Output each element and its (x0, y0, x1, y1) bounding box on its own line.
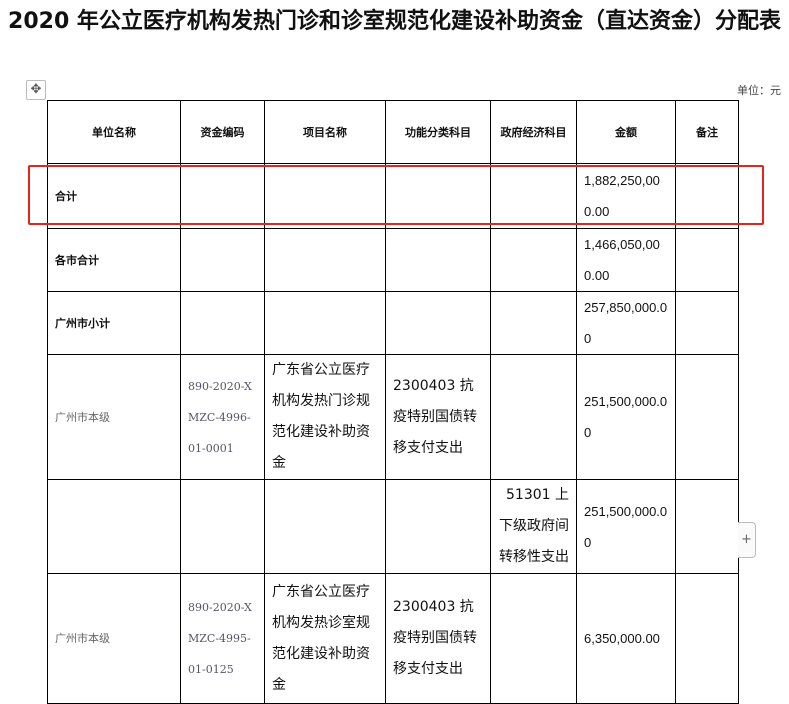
cell-project (264, 291, 386, 355)
cell-amount: 1,466,050,000.00 (576, 228, 676, 292)
table-row: 各市合计 1,466,050,000.00 (47, 228, 739, 292)
cell-econ (490, 163, 577, 229)
cell-amount: 6,350,000.00 (576, 573, 676, 704)
cell-amount: 251,500,000.00 (576, 354, 676, 480)
cell-econ (490, 228, 577, 292)
add-column-plus-icon[interactable]: + (738, 522, 756, 558)
cell-code: 890-2020-XMZC-4996-01-0001 (180, 354, 265, 480)
cell-econ (490, 291, 577, 355)
cell-unit: 广州市本级 (47, 354, 181, 480)
cell-code (180, 228, 265, 292)
cell-amount: 1,882,250,000.00 (576, 163, 676, 229)
cell-note (675, 228, 739, 292)
highlight-box-total-row (28, 165, 764, 225)
cell-unit: 广州市小计 (47, 291, 181, 355)
cell-unit (47, 479, 181, 574)
cell-note (675, 354, 739, 480)
cell-func (385, 291, 491, 355)
cell-amount: 257,850,000.00 (576, 291, 676, 355)
cell-unit: 各市合计 (47, 228, 181, 292)
cell-project (264, 163, 386, 229)
cell-func (385, 479, 491, 574)
cell-project (264, 228, 386, 292)
table-header-row: 单位名称 资金编码 项目名称 功能分类科目 政府经济科目 金额 备注 (47, 100, 739, 164)
header-unit: 单位名称 (47, 100, 181, 164)
table-row: 51301 上下级政府间转移性支出 251,500,000.00 (47, 479, 739, 574)
cell-note (675, 479, 739, 574)
cell-unit: 合计 (47, 163, 181, 229)
header-project: 项目名称 (264, 100, 386, 164)
cell-note (675, 573, 739, 704)
cell-func: 2300403 抗疫特别国债转移支付支出 (385, 573, 491, 704)
cell-func: 2300403 抗疫特别国债转移支付支出 (385, 354, 491, 480)
header-code: 资金编码 (180, 100, 265, 164)
cell-project (264, 479, 386, 574)
cell-unit: 广州市本级 (47, 573, 181, 704)
cell-econ (490, 573, 577, 704)
allocation-table: 单位名称 资金编码 项目名称 功能分类科目 政府经济科目 金额 备注 合计 1,… (47, 100, 739, 704)
cell-project: 广东省公立医疗机构发热诊室规范化建设补助资金 (264, 573, 386, 704)
header-amount: 金额 (576, 100, 676, 164)
table-row: 合计 1,882,250,000.00 (47, 163, 739, 229)
cell-code: 890-2020-XMZC-4995-01-0125 (180, 573, 265, 704)
header-econ: 政府经济科目 (490, 100, 577, 164)
cell-note (675, 163, 739, 229)
cell-code (180, 479, 265, 574)
header-func: 功能分类科目 (385, 100, 491, 164)
cell-econ (490, 354, 577, 480)
table-row: 广州市小计 257,850,000.00 (47, 291, 739, 355)
table-row: 广州市本级 890-2020-XMZC-4995-01-0125 广东省公立医疗… (47, 573, 739, 704)
cell-func (385, 228, 491, 292)
cell-econ: 51301 上下级政府间转移性支出 (490, 479, 577, 574)
table-move-handle-icon[interactable]: ✥ (26, 80, 46, 100)
cell-code (180, 163, 265, 229)
header-note: 备注 (675, 100, 739, 164)
cell-amount: 251,500,000.00 (576, 479, 676, 574)
cell-func (385, 163, 491, 229)
cell-code (180, 291, 265, 355)
table-row: 广州市本级 890-2020-XMZC-4996-01-0001 广东省公立医疗… (47, 354, 739, 480)
page-title: 2020 年公立医疗机构发热门诊和诊室规范化建设补助资金（直达资金）分配表 (8, 9, 781, 34)
cell-project: 广东省公立医疗机构发热门诊规范化建设补助资金 (264, 354, 386, 480)
cell-note (675, 291, 739, 355)
unit-label: 单位：元 (737, 84, 781, 97)
